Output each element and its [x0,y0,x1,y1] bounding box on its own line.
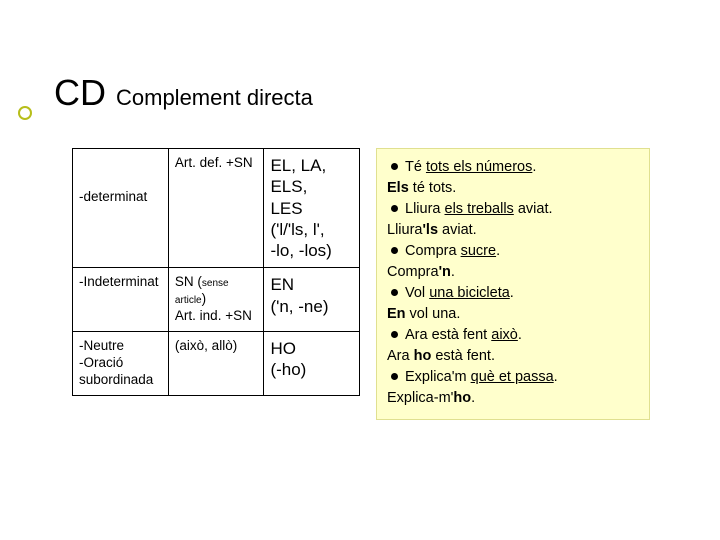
cell-category: -Neutre -Oració subordinada [73,331,169,395]
example-line: Lliura els treballs aviat. [387,199,639,220]
bullet-icon [391,331,398,338]
cell-line: -Neutre [79,338,124,353]
cell-category: -determinat [73,149,169,268]
cell-line: ('n, -ne) [270,297,328,316]
example-line: Explica'm què et passa. [387,367,639,388]
example-line: Explica-m'ho. [387,388,639,409]
title-abbrev: CD [54,72,106,114]
bullet-icon [391,163,398,170]
bullet-icon [391,205,398,212]
accent-dot-icon [18,106,32,120]
example-line: Els té tots. [387,178,639,199]
example-underlined: els treballs [445,201,514,217]
cell-pronoun: EL, LA, ELS, LES ('l/'ls, l', -lo, -los) [264,149,360,268]
cell-pronoun: HO (-ho) [264,331,360,395]
cell-line: ELS, [270,177,307,196]
cell-line: ('l/'ls, l', [270,220,324,239]
cell-text: ) [202,291,207,306]
table-row: -determinat Art. def. +SN EL, LA, ELS, L… [73,149,360,268]
example-underlined: una bicicleta [429,285,510,301]
cell-pronoun: EN ('n, -ne) [264,268,360,332]
bullet-icon [391,247,398,254]
example-pronoun: 'ls [422,222,438,238]
example-pronoun: Els [387,180,409,196]
example-underlined: tots els números [426,159,532,175]
title-full: Complement directa [116,85,313,111]
example-line: Compra sucre. [387,241,639,262]
page-title: CD Complement directa [54,72,313,114]
bullet-icon [391,373,398,380]
example-underlined: sucre [461,243,496,259]
cell-line: -Oració [79,355,123,370]
cell-line: (-ho) [270,360,306,379]
grammar-table: -determinat Art. def. +SN EL, LA, ELS, L… [72,148,360,396]
cell-line: -lo, -los) [270,241,331,260]
example-pronoun: ho [453,390,471,406]
example-line: Vol una bicicleta. [387,283,639,304]
example-line: Compra'n. [387,262,639,283]
cell-line: EL, LA, [270,156,326,175]
example-line: Lliura'ls aviat. [387,220,639,241]
cell-structure: (això, allò) [168,331,264,395]
cell-line: HO [270,339,296,358]
cell-text: -determinat [79,189,147,204]
cell-text: SN ( [175,274,202,289]
example-line: Ara està fent això. [387,325,639,346]
examples-panel: Té tots els números.Els té tots.Lliura e… [376,148,650,420]
cell-structure: SN (sense article) Art. ind. +SN [168,268,264,332]
example-pronoun: 'n [439,264,451,280]
cell-structure: Art. def. +SN [168,149,264,268]
cell-line: LES [270,199,302,218]
cell-category: -Indeterminat [73,268,169,332]
table-row: -Indeterminat SN (sense article) Art. in… [73,268,360,332]
example-underlined: això [491,327,518,343]
example-line: Té tots els números. [387,157,639,178]
example-pronoun: ho [414,348,432,364]
table-row: -Neutre -Oració subordinada (això, allò)… [73,331,360,395]
examples-list: Té tots els números.Els té tots.Lliura e… [387,157,639,409]
cell-line: subordinada [79,372,153,387]
example-line: Ara ho està fent. [387,346,639,367]
example-line: En vol una. [387,304,639,325]
bullet-icon [391,289,398,296]
cell-line: EN [270,275,294,294]
example-underlined: què et passa [471,369,554,385]
example-pronoun: En [387,306,406,322]
cell-text: Art. ind. +SN [175,308,252,323]
